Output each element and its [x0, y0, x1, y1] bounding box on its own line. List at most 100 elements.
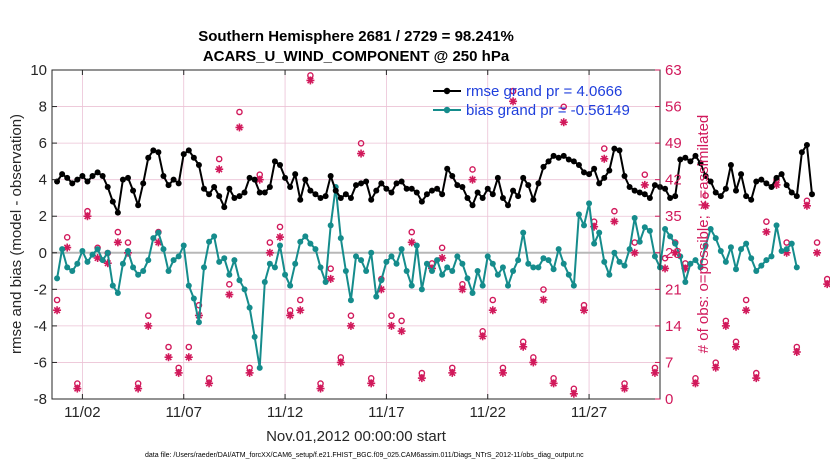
rmse-point [768, 183, 775, 190]
bias-point [423, 260, 430, 267]
rmse-point [79, 173, 86, 180]
bias-point [59, 246, 66, 253]
rmse-point [570, 158, 577, 165]
bias-point [216, 258, 223, 265]
y-axis-label-left: rmse and bias (model - observation) [8, 114, 25, 354]
bias-point [626, 246, 633, 253]
rmse-point [150, 147, 157, 154]
bias-point [464, 275, 471, 282]
bias-point [89, 251, 96, 258]
x-tick-label: 11/02 [64, 404, 100, 421]
rmse-point [565, 156, 572, 163]
y-right-tick-labels: 0 7 14 21 28 35 42 49 56 63 [665, 62, 682, 408]
rmse-point [201, 185, 207, 192]
rmse-point [145, 154, 152, 161]
rmse-point [793, 193, 800, 200]
bias-point [621, 262, 628, 269]
rmse-point [342, 191, 349, 198]
rmse-point [241, 189, 248, 196]
rmse-point [337, 194, 344, 201]
bias-point [743, 240, 750, 247]
rmse-point [388, 189, 395, 196]
bias-point [429, 268, 435, 275]
bias-point [99, 257, 106, 264]
rmse-series [54, 141, 815, 216]
bias-point [611, 249, 618, 256]
obs-assimilated-marker [215, 165, 224, 174]
obs-assimilated-marker [519, 342, 528, 351]
bias-point [221, 255, 228, 262]
bias-point [439, 271, 446, 278]
obs-possible-marker [509, 87, 517, 95]
rmse-point [748, 196, 755, 203]
bias-point [307, 240, 314, 247]
x-tick-label: 11/12 [267, 404, 303, 421]
bias-point [398, 246, 405, 253]
obs-possible-marker [236, 108, 243, 116]
obs-assimilated-marker [468, 175, 477, 184]
bias-point [591, 240, 598, 247]
rmse-point [707, 178, 714, 185]
x-tick-labels: 11/02 11/07 11/12 11/17 11/22 11/27 [64, 404, 607, 421]
obs-assimilated-marker [397, 327, 406, 336]
obs-assimilated-marker [184, 353, 193, 362]
bias-point [667, 233, 674, 240]
obs-possible-marker [114, 228, 122, 236]
rmse-point [109, 198, 116, 205]
bias-point [570, 282, 577, 289]
obs-assimilated-marker [802, 201, 811, 210]
bias-point [170, 257, 177, 264]
rmse-point [439, 191, 446, 198]
axes-box [51, 69, 661, 400]
rmse-point [535, 180, 542, 187]
obs-assimilated-marker [346, 321, 355, 330]
obs-possible-marker [540, 286, 547, 293]
y-left-tick-label: 4 [39, 172, 47, 189]
bias-point [246, 304, 253, 311]
rmse-point [332, 187, 339, 194]
obs-possible-marker [783, 239, 790, 246]
rmse-point [256, 189, 263, 196]
bias-point [733, 266, 739, 273]
bias-point [64, 264, 71, 271]
rmse-point [555, 154, 562, 161]
rmse-point [449, 173, 456, 180]
rmse-point [444, 165, 451, 172]
bias-point [545, 257, 552, 264]
rmse-point [636, 189, 643, 196]
bias-point [358, 257, 365, 264]
data-file-footnote: data file: /Users/raeder/DAI/ATM_forcXX/… [145, 452, 584, 459]
bias-point [119, 260, 126, 267]
bias-point [145, 257, 152, 264]
y-left-tick-labels: -8 -6 -4 -2 0 2 4 6 8 10 [30, 62, 47, 408]
rmse-point [114, 209, 121, 216]
bias-point [651, 253, 658, 260]
obs-possible-marker [611, 207, 618, 215]
bias-point [342, 268, 349, 275]
rmse-point [692, 152, 699, 159]
rmse-point [626, 183, 633, 190]
obs-assimilated-marker [225, 290, 234, 299]
bias-point [413, 242, 420, 249]
bias-series [54, 183, 800, 371]
bias-point [114, 289, 121, 296]
rmse-point [251, 176, 258, 183]
rmse-point [221, 204, 228, 211]
obs-assimilated-marker [134, 384, 143, 393]
obs-assimilated-marker [509, 97, 518, 106]
bias-point [261, 279, 268, 286]
rmse-point [798, 149, 805, 156]
bias-point [793, 264, 800, 271]
obs-assimilated-marker [600, 154, 609, 163]
obs-possible-marker [357, 140, 365, 147]
obs-assimilated-marker [701, 201, 710, 210]
obs-assimilated-marker [620, 384, 629, 393]
y-right-tick-label: 63 [665, 62, 682, 79]
rmse-point [525, 182, 532, 189]
rmse-point [74, 176, 81, 183]
obs-possible-marker [398, 317, 405, 325]
rmse-point [474, 189, 481, 196]
obs-assimilated-marker [792, 348, 801, 356]
rmse-point [530, 196, 537, 203]
obs-possible-marker [600, 145, 608, 152]
